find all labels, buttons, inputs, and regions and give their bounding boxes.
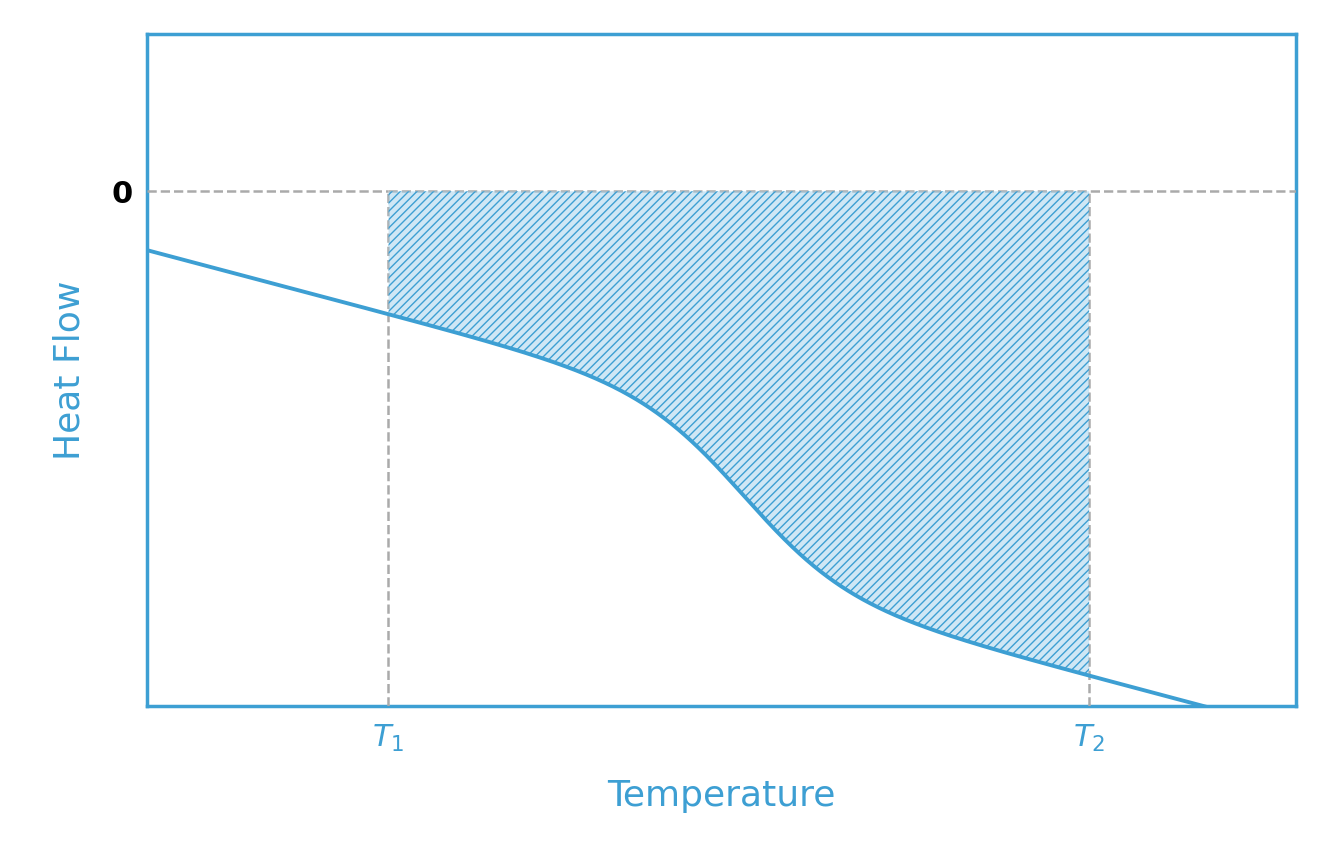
Y-axis label: Heat Flow: Heat Flow (53, 281, 87, 460)
X-axis label: Temperature: Temperature (608, 779, 835, 813)
